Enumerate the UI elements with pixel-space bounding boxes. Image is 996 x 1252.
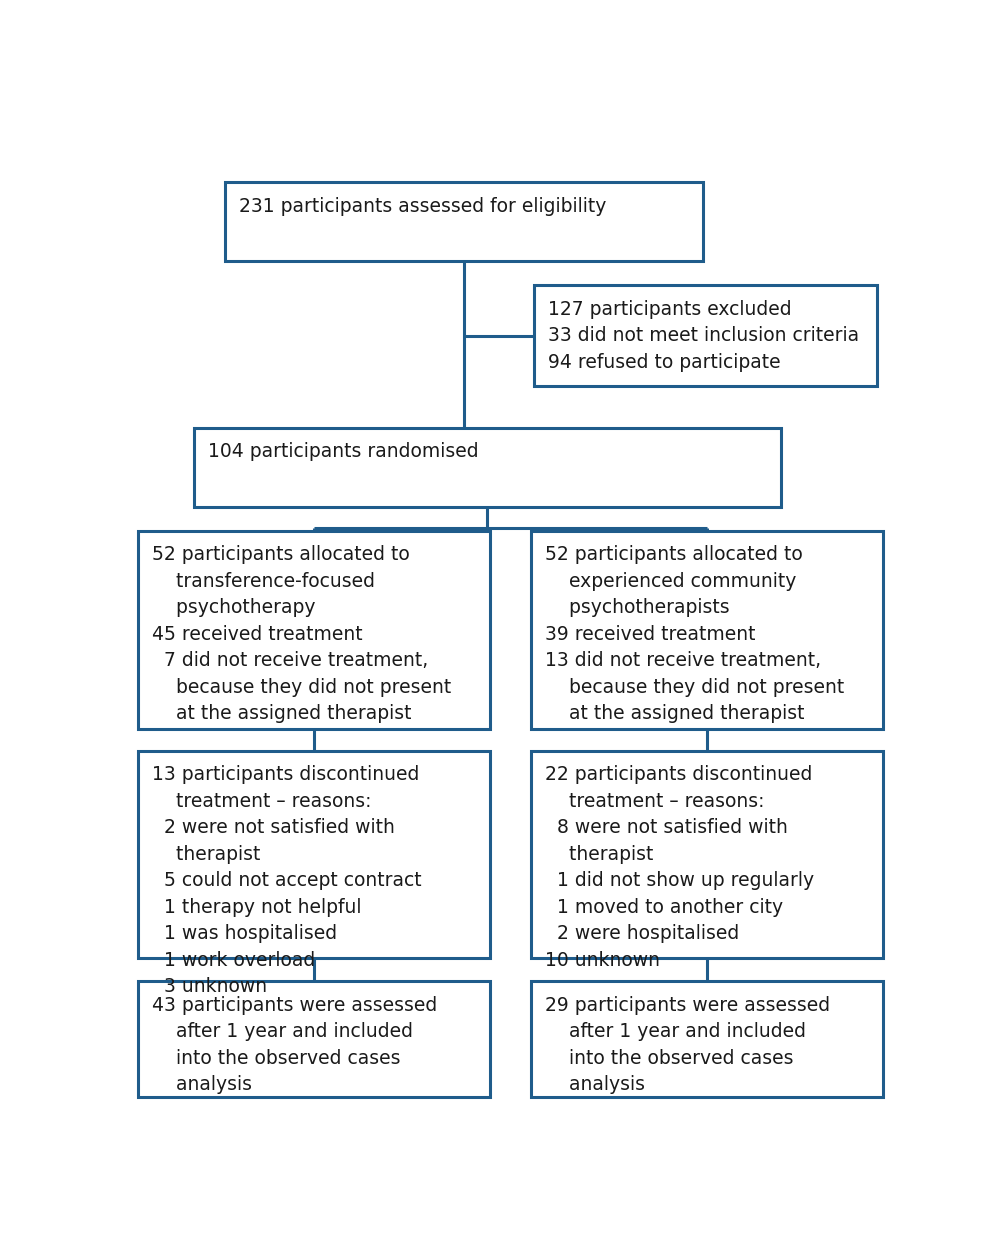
Text: 52 participants allocated to
    transference-focused
    psychotherapy
45 recei: 52 participants allocated to transferenc… bbox=[152, 546, 451, 724]
Text: 29 participants were assessed
    after 1 year and included
    into the observe: 29 participants were assessed after 1 ye… bbox=[545, 995, 831, 1094]
FancyBboxPatch shape bbox=[531, 982, 882, 1097]
Text: 104 participants randomised: 104 participants randomised bbox=[208, 442, 478, 461]
FancyBboxPatch shape bbox=[225, 182, 703, 262]
FancyBboxPatch shape bbox=[531, 531, 882, 729]
Text: 43 participants were assessed
    after 1 year and included
    into the observe: 43 participants were assessed after 1 ye… bbox=[152, 995, 437, 1094]
FancyBboxPatch shape bbox=[138, 531, 490, 729]
Text: 13 participants discontinued
    treatment – reasons:
  2 were not satisfied wit: 13 participants discontinued treatment –… bbox=[152, 765, 422, 997]
Text: 127 participants excluded
33 did not meet inclusion criteria
94 refused to parti: 127 participants excluded 33 did not mee… bbox=[548, 299, 859, 372]
Text: 231 participants assessed for eligibility: 231 participants assessed for eligibilit… bbox=[239, 197, 607, 215]
FancyBboxPatch shape bbox=[138, 751, 490, 958]
Text: 22 participants discontinued
    treatment – reasons:
  8 were not satisfied wit: 22 participants discontinued treatment –… bbox=[545, 765, 815, 970]
FancyBboxPatch shape bbox=[194, 428, 781, 507]
FancyBboxPatch shape bbox=[534, 285, 877, 387]
FancyBboxPatch shape bbox=[138, 982, 490, 1097]
Text: 52 participants allocated to
    experienced community
    psychotherapists
39 r: 52 participants allocated to experienced… bbox=[545, 546, 845, 724]
FancyBboxPatch shape bbox=[531, 751, 882, 958]
